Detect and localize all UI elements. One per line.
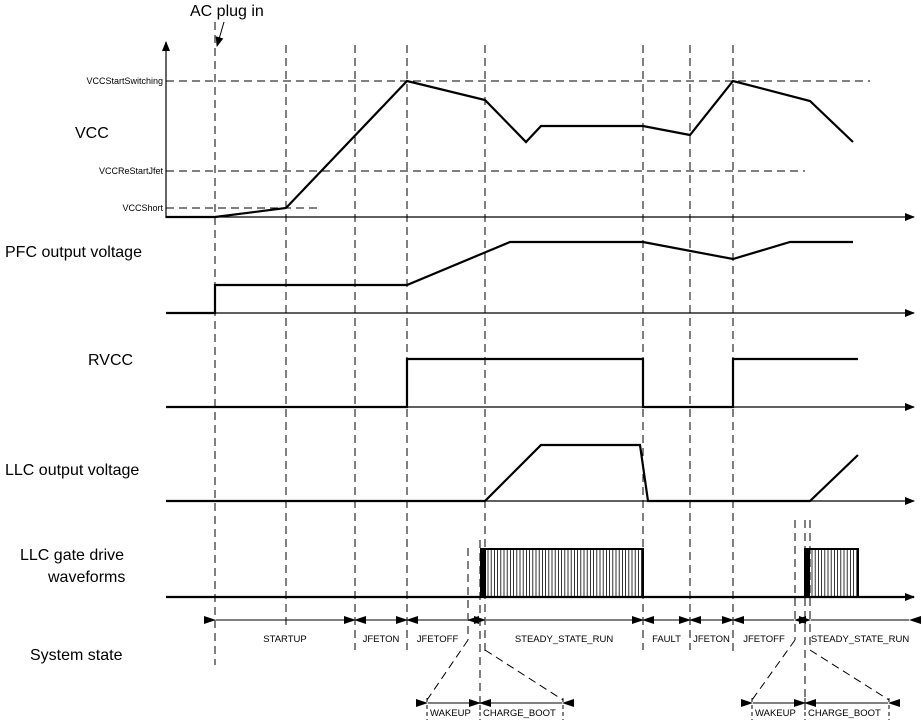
rvcc-waveform [166,357,858,409]
rvcc-label: RVCC [88,352,133,369]
state-label: STARTUP [263,634,306,645]
pfc-waveform [166,240,853,315]
system-state-label: System state [30,647,123,664]
substate-label: WAKEUP [755,708,796,719]
zoom-guide-line [751,639,796,701]
vcc-waveform [166,79,854,219]
state-label: STEADY_STATE_RUN [515,634,614,645]
pfc-label: PFC output voltage [5,244,142,261]
ac-plug-in-label: AC plug in [190,3,264,20]
gate-drive-burst [480,548,644,598]
substate-label: WAKEUP [430,708,471,719]
state-label: JFETOFF [743,634,785,645]
vcc-label: VCC [75,125,109,142]
level-short: VCCShort [122,203,163,213]
gate-label-line2: waveforms [47,569,125,586]
state-label: STEADY_STATE_RUN [811,634,910,645]
zoom-guide-line [426,639,469,701]
zoom-guide-line [484,649,564,701]
state-label: JFETOFF [417,634,459,645]
zoom-guide-line [809,649,890,701]
ac-plug-arrow [215,21,225,47]
state-label: FAULT [652,634,681,645]
llc-label: LLC output voltage [5,462,139,479]
substate-label: CHARGE_BOOT [483,708,556,719]
level-start-switching: VCCStartSwitching [86,76,163,86]
gate-drive-burst [804,548,859,598]
substate-label: CHARGE_BOOT [808,708,881,719]
llc-waveform [166,443,859,503]
level-restart-jfet: VCCReStartJfet [99,166,164,176]
state-label: JFETON [693,634,730,645]
state-label: JFETON [363,634,400,645]
gate-label-line1: LLC gate drive [20,547,124,564]
